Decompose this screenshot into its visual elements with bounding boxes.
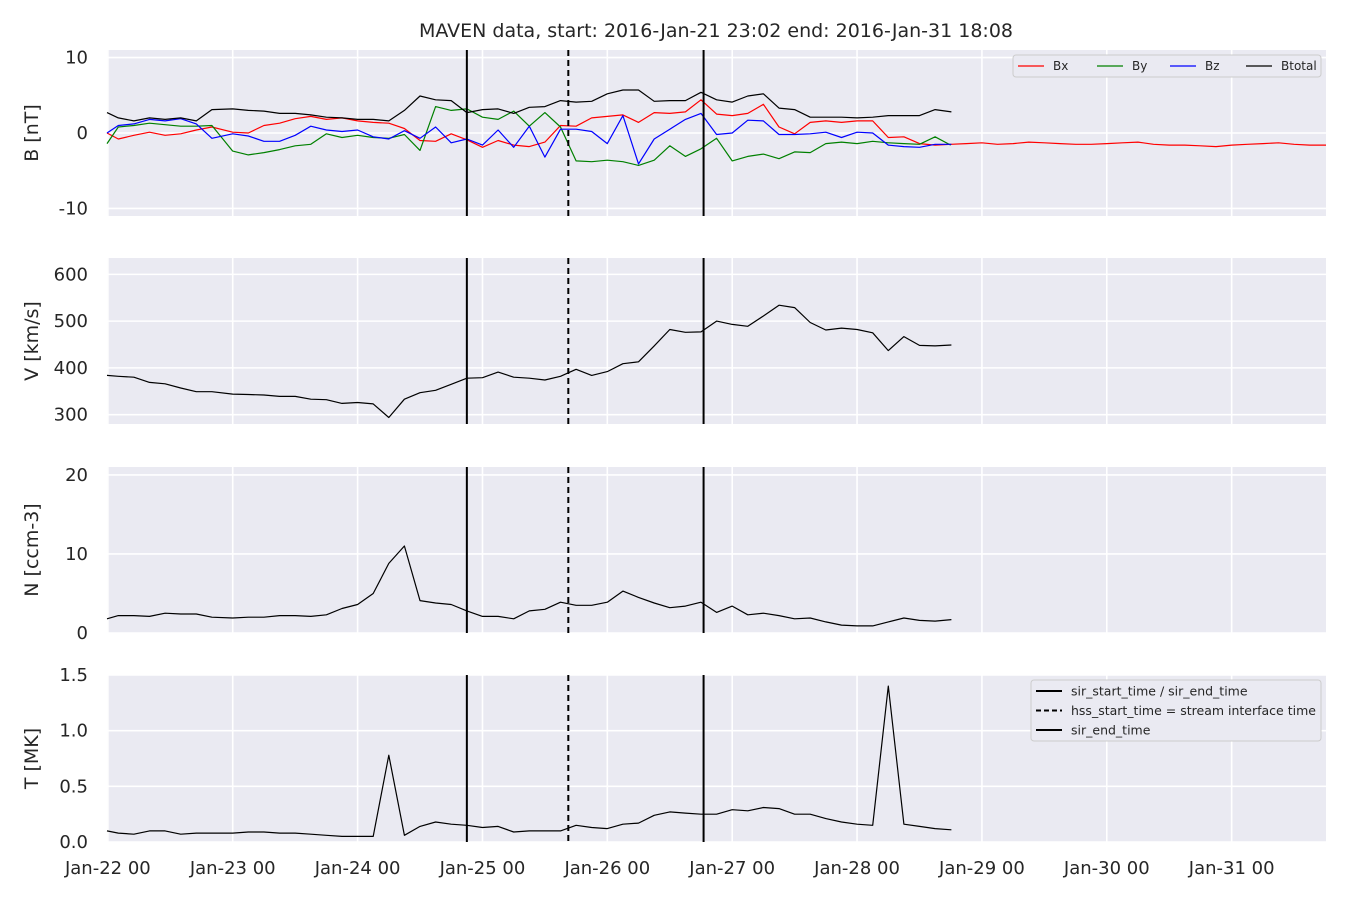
y-axis-label: V [km/s] [21, 301, 43, 381]
x-tick-label: Jan-23 00 [189, 858, 276, 879]
y-tick-label: 10 [65, 48, 88, 69]
series-line-bz [106, 112, 952, 165]
y-tick-label: 500 [54, 311, 88, 332]
series-line-panel3 [106, 545, 952, 627]
x-axis: Jan-22 00 Jan-23 00 Jan-24 00 Jan-25 00 Jan-… [64, 858, 1275, 879]
y-tick-label: 0.5 [59, 776, 88, 797]
y-tick-label: -10 [59, 198, 88, 219]
series-line-bx [106, 99, 1326, 148]
series-line-panel2 [106, 304, 952, 419]
x-tick-label: Jan-30 00 [1063, 858, 1150, 879]
x-tick-label: Jan-29 00 [938, 858, 1025, 879]
y-tick-label: 10 [65, 544, 88, 565]
y-tick-label: 0 [77, 123, 88, 144]
series-line-btotal [106, 89, 952, 122]
x-tick-label: Jan-31 00 [1188, 858, 1275, 879]
y-tick-label: 1.0 [59, 721, 88, 742]
panel-2: 300 400 500 600 V [km/s] [21, 258, 1326, 426]
y-axis-label: T [MK] [21, 728, 43, 790]
legend-label: hss_start_time = stream interface time [1071, 703, 1316, 718]
panel-background [107, 258, 1326, 424]
y-tick-label: 20 [65, 465, 88, 486]
x-tick-label: Jan-25 00 [439, 858, 526, 879]
legend-label: sir_end_time [1071, 723, 1151, 738]
legend-frame [1030, 679, 1322, 742]
legend-label: Btotal [1281, 59, 1317, 73]
legend-label: Bx [1053, 59, 1068, 73]
legend-b: Bx By Bz Btotal [1012, 54, 1322, 78]
x-tick-label: Jan-28 00 [813, 858, 900, 879]
y-tick-label: 1.5 [59, 665, 88, 686]
x-tick-label: Jan-26 00 [563, 858, 650, 879]
series-line-panel4 [106, 685, 952, 838]
x-tick-label: Jan-22 00 [64, 858, 151, 879]
x-tick-label: Jan-27 00 [688, 858, 775, 879]
legend-label: By [1132, 59, 1147, 73]
legend-frame [1012, 54, 1322, 78]
y-tick-label: 400 [54, 358, 88, 379]
panel-4: 0.0 0.5 1.0 1.5 T [MK] sir_start_time / sir_e… [21, 665, 1326, 853]
panel-3: 0 10 20 N [ccm-3] [21, 465, 1326, 644]
legend-label: sir_start_time / sir_end_time [1071, 684, 1248, 699]
y-tick-label: 0 [77, 623, 88, 644]
y-axis-label: B [nT] [21, 104, 43, 162]
panel-1: -10 0 10 B [nT] Bx By Bz Btotal [21, 48, 1326, 219]
y-tick-label: 300 [54, 405, 88, 426]
y-tick-label: 0.0 [59, 832, 88, 853]
x-tick-label: Jan-24 00 [314, 858, 401, 879]
legend-events: sir_start_time / sir_end_time hss_start_t… [1030, 679, 1322, 742]
legend-label: Bz [1205, 59, 1220, 73]
y-axis-label: N [ccm-3] [21, 503, 43, 596]
panel-background [107, 467, 1326, 633]
figure-title: MAVEN data, start: 2016-Jan-21 23:02 end… [419, 20, 1013, 42]
y-tick-label: 600 [54, 264, 88, 285]
